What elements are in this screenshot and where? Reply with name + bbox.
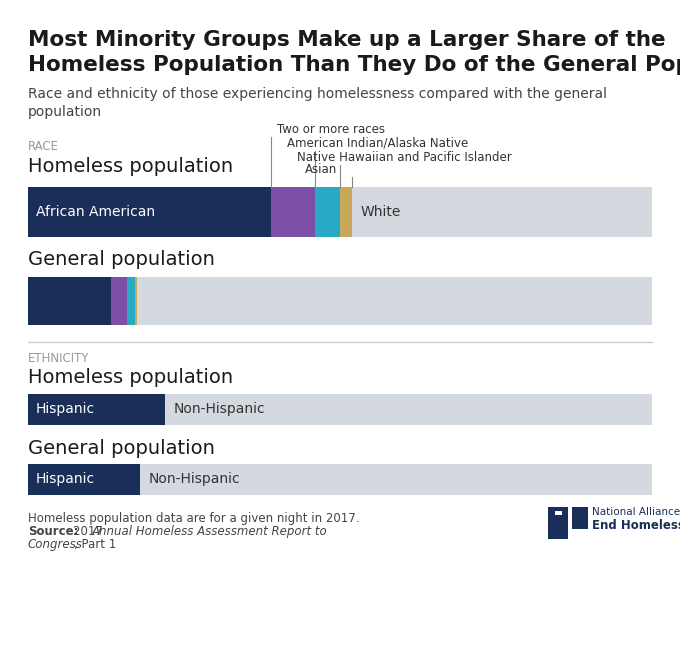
Text: Asian: Asian — [305, 163, 337, 176]
Bar — [111, 277, 126, 325]
Bar — [137, 277, 652, 325]
Text: White: White — [360, 205, 401, 219]
Text: RACE: RACE — [28, 140, 59, 153]
Text: African American: African American — [36, 205, 155, 219]
Text: Homeless population: Homeless population — [28, 157, 233, 176]
Bar — [140, 464, 652, 495]
Bar — [126, 277, 135, 325]
Bar — [271, 187, 315, 237]
Text: National Alliance to: National Alliance to — [592, 507, 680, 517]
Text: , Part 1: , Part 1 — [74, 538, 116, 551]
Bar — [555, 511, 562, 515]
Bar — [28, 187, 271, 237]
Bar — [165, 394, 652, 425]
Bar — [572, 507, 588, 529]
Text: Race and ethnicity of those experiencing homelessness compared with the general
: Race and ethnicity of those experiencing… — [28, 87, 607, 119]
Text: Most Minority Groups Make up a Larger Share of the
Homeless Population Than They: Most Minority Groups Make up a Larger Sh… — [28, 30, 680, 75]
Text: American Indian/Alaska Native: American Indian/Alaska Native — [288, 137, 469, 150]
Text: End Homelessness: End Homelessness — [592, 519, 680, 532]
Text: Two or more races: Two or more races — [277, 123, 386, 136]
Bar — [28, 394, 165, 425]
Text: Homeless population: Homeless population — [28, 368, 233, 387]
Text: 2017: 2017 — [73, 525, 107, 538]
Text: Non-Hispanic: Non-Hispanic — [173, 403, 265, 417]
Bar — [315, 187, 340, 237]
Text: Annual Homeless Assessment Report to: Annual Homeless Assessment Report to — [92, 525, 328, 538]
Text: General population: General population — [28, 250, 215, 269]
Bar — [28, 464, 140, 495]
Bar — [28, 277, 111, 325]
Text: Source:: Source: — [28, 525, 78, 538]
Text: Non-Hispanic: Non-Hispanic — [148, 472, 240, 487]
Text: Native Hawaiian and Pacific Islander: Native Hawaiian and Pacific Islander — [297, 151, 512, 164]
Text: Congress: Congress — [28, 538, 83, 551]
Text: Hispanic: Hispanic — [36, 403, 95, 417]
Bar — [135, 277, 137, 325]
Text: General population: General population — [28, 439, 215, 458]
Bar — [548, 507, 568, 539]
Text: ETHNICITY: ETHNICITY — [28, 352, 90, 365]
Text: Hispanic: Hispanic — [36, 472, 95, 487]
Text: Homeless population data are for a given night in 2017.: Homeless population data are for a given… — [28, 512, 360, 525]
Bar — [340, 187, 352, 237]
Bar — [352, 187, 652, 237]
